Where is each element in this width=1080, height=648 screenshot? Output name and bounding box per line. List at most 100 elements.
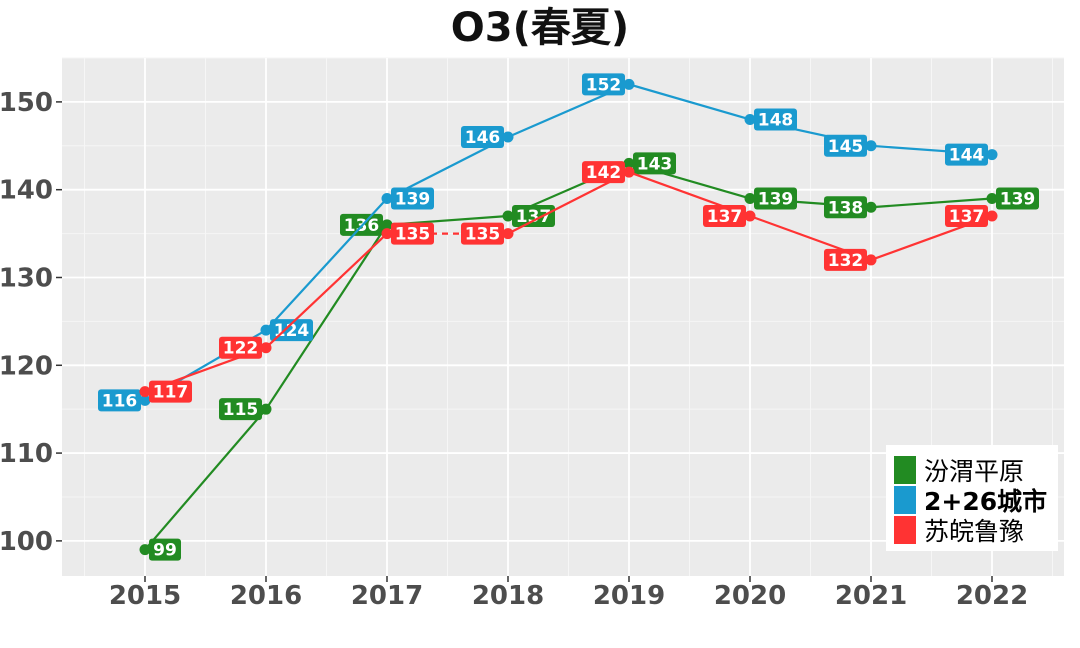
y-tick-label: 140: [0, 176, 53, 206]
data-point: [623, 166, 635, 178]
data-point: [381, 228, 393, 240]
data-label: 132: [824, 248, 867, 271]
data-label-box: [754, 187, 797, 210]
legend-swatch-fenwei: [894, 456, 916, 484]
data-label: 116: [98, 389, 141, 412]
legend-label-2-26: 2+26城市: [924, 487, 1048, 516]
data-label-box: [824, 196, 867, 219]
x-tick-label: 2016: [230, 581, 302, 611]
series-line-segment: [870, 197, 993, 209]
data-label-box: [824, 248, 867, 271]
data-label: 122: [219, 336, 262, 359]
data-point: [260, 403, 272, 415]
data-label: 142: [582, 161, 625, 184]
data-label-text: 99: [153, 541, 177, 561]
data-label-text: 137: [949, 207, 985, 227]
data-label: 139: [996, 187, 1039, 210]
x-tick-label: 2021: [835, 581, 907, 611]
data-point: [502, 210, 514, 222]
data-label-text: 144: [949, 146, 985, 166]
data-point: [139, 544, 151, 556]
data-label-text: 138: [828, 198, 864, 218]
x-axis: 2015 2016 2017 2018 2019 2020 2021 2022: [109, 576, 1028, 611]
data-label-box: [391, 222, 434, 245]
data-label-text: 152: [586, 75, 622, 95]
legend-item-suwanluyu: 苏皖鲁豫: [894, 515, 1025, 546]
data-point: [139, 394, 151, 406]
y-tick-label: 100: [0, 527, 53, 557]
data-point: [502, 131, 514, 143]
data-point: [623, 78, 635, 90]
data-label: 139: [391, 187, 434, 210]
data-label-box: [149, 380, 192, 403]
legend-label-suwanluyu: 苏皖鲁豫: [924, 517, 1025, 546]
chart-title: O3(春夏): [450, 5, 630, 51]
data-label: 143: [633, 152, 676, 175]
x-tick-label: 2022: [956, 581, 1028, 611]
x-tick-label: 2019: [593, 581, 665, 611]
data-label-box: [582, 73, 625, 96]
series-line-segment: [144, 408, 267, 551]
data-label-text: 137: [516, 207, 552, 227]
data-label: 135: [391, 222, 434, 245]
y-tick-label: 130: [0, 263, 53, 293]
data-label-box: [754, 108, 797, 131]
legend-item-2-26: 2+26城市: [894, 485, 1048, 516]
data-label-box: [149, 538, 181, 561]
data-point: [139, 386, 151, 398]
legend-item-fenwei: 汾渭平原: [894, 455, 1025, 486]
data-label: 148: [754, 108, 797, 131]
data-point: [865, 254, 877, 266]
data-point: [865, 140, 877, 152]
data-label-box: [512, 205, 555, 228]
data-label-box: [582, 161, 625, 184]
data-label-text: 135: [395, 225, 431, 245]
data-label-box: [391, 187, 434, 210]
series-line-segment: [265, 224, 388, 410]
data-label-text: 115: [223, 400, 259, 420]
data-label: 139: [754, 187, 797, 210]
data-label-box: [633, 152, 676, 175]
data-label-text: 145: [828, 137, 864, 157]
data-label-text: 116: [102, 391, 138, 411]
data-label: 137: [703, 205, 746, 228]
y-tick-label: 150: [0, 88, 53, 118]
data-label-text: 122: [223, 339, 259, 359]
data-label: 138: [824, 196, 867, 219]
data-point: [744, 113, 756, 125]
data-label-box: [996, 187, 1039, 210]
data-label-box: [219, 398, 262, 421]
y-tick-label: 120: [0, 351, 53, 381]
y-axis: 100 110 120 130 140 150: [0, 88, 62, 557]
data-label-text: 142: [586, 163, 622, 183]
data-label-box: [270, 319, 313, 342]
legend-label-fenwei: 汾渭平原: [924, 457, 1025, 486]
data-label-text: 124: [274, 321, 310, 341]
data-label-box: [824, 134, 867, 157]
data-label-box: [945, 205, 988, 228]
series-2: 117 122 135 135 142 137 132 137: [139, 161, 998, 403]
data-label-text: 139: [395, 189, 431, 209]
series-group: 9911513613714313913813911612413914615214…: [98, 73, 1039, 561]
data-label-text: 139: [758, 189, 794, 209]
data-label-text: 139: [1000, 189, 1036, 209]
series-line-segment: [265, 232, 388, 349]
data-point: [865, 201, 877, 213]
data-label-text: 137: [707, 207, 743, 227]
data-label-box: [461, 222, 504, 245]
legend-swatch-2-26: [894, 486, 916, 514]
data-point: [744, 210, 756, 222]
data-label-box: [219, 336, 262, 359]
data-point: [260, 342, 272, 354]
data-label: 144: [945, 143, 988, 166]
data-label: 137: [945, 205, 988, 228]
y-tick-label: 110: [0, 439, 53, 469]
series-line-segment: [265, 197, 388, 331]
data-label-text: 146: [465, 128, 501, 148]
series-line-segment: [628, 83, 751, 121]
data-label: 146: [461, 126, 504, 149]
data-point: [744, 192, 756, 204]
data-point: [381, 219, 393, 231]
data-point: [381, 192, 393, 204]
